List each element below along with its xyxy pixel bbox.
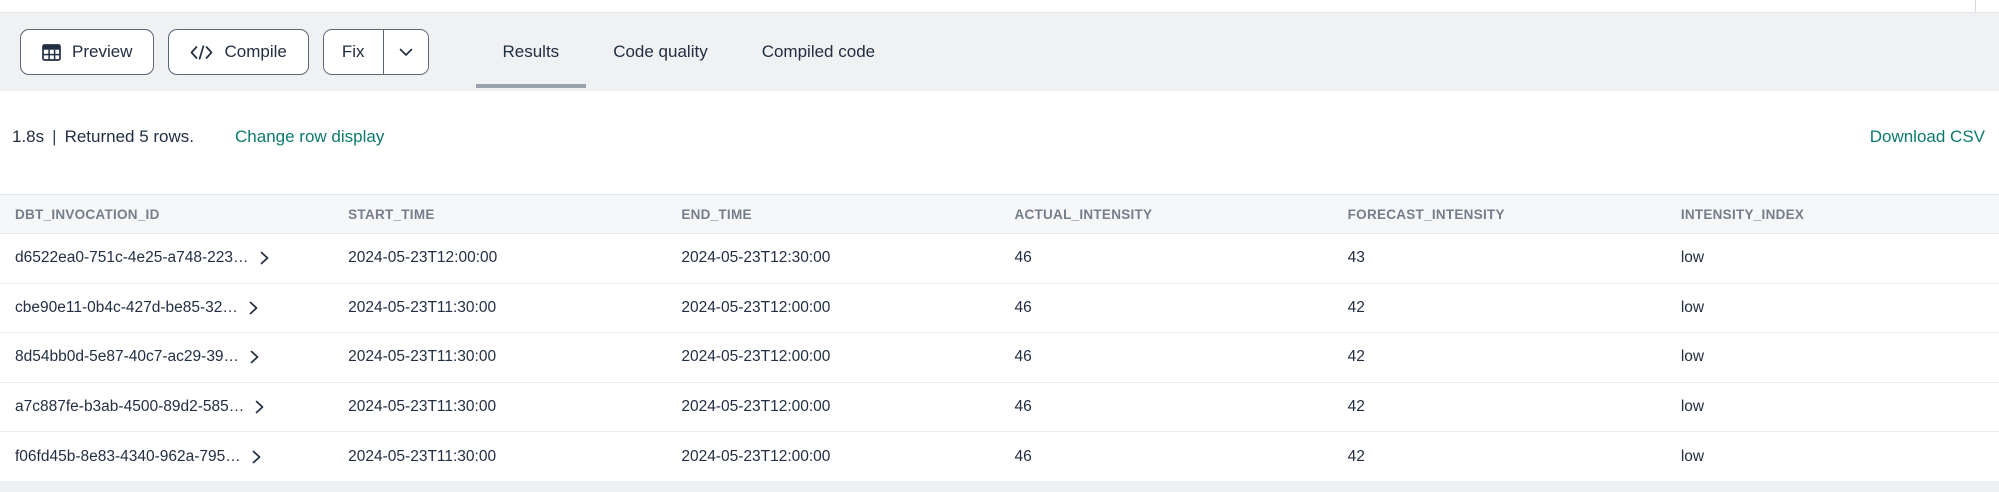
change-row-display-link[interactable]: Change row display bbox=[235, 127, 385, 146]
chevron-right-icon[interactable] bbox=[252, 450, 261, 464]
cell-actual-intensity: 46 bbox=[1014, 447, 1032, 465]
chevron-right-icon[interactable] bbox=[249, 301, 258, 315]
results-tab-bar: Results Code quality Compiled code bbox=[475, 13, 903, 91]
chevron-down-icon bbox=[399, 42, 413, 62]
fix-dropdown-button[interactable] bbox=[382, 30, 428, 74]
invocation-id-text: d6522ea0-751c-4e25-a748-223… bbox=[15, 249, 249, 267]
cell-intensity-index: low bbox=[1680, 348, 1705, 366]
cell-start-time: 2024-05-23T11:30:00 bbox=[348, 447, 497, 465]
results-table: DBT_INVOCATION_ID START_TIME END_TIME AC… bbox=[0, 194, 1999, 482]
table-icon bbox=[42, 43, 61, 61]
compile-button-label: Compile bbox=[224, 42, 287, 61]
cell-intensity-index: low bbox=[1680, 447, 1705, 465]
cell-dbt-invocation-id: cbe90e11-0b4c-427d-be85-32… bbox=[0, 299, 333, 317]
compile-button[interactable]: Compile bbox=[168, 29, 309, 75]
preview-button[interactable]: Preview bbox=[20, 29, 155, 75]
cell-forecast-intensity: 42 bbox=[1347, 348, 1365, 366]
column-header-intensity-index: INTENSITY_INDEX bbox=[1680, 206, 1805, 222]
table-header-row: DBT_INVOCATION_ID START_TIME END_TIME AC… bbox=[0, 194, 1999, 234]
results-meta-bar: 1.8s | Returned 5 rows. Change row displ… bbox=[0, 91, 1999, 193]
cell-dbt-invocation-id: f06fd45b-8e83-4340-962a-795… bbox=[0, 448, 333, 466]
tab-code-quality[interactable]: Code quality bbox=[613, 42, 708, 61]
cell-dbt-invocation-id: d6522ea0-751c-4e25-a748-223… bbox=[0, 249, 333, 267]
tab-results[interactable]: Results bbox=[475, 13, 587, 91]
cell-start-time: 2024-05-23T11:30:00 bbox=[348, 398, 497, 416]
cell-forecast-intensity: 42 bbox=[1347, 398, 1365, 416]
editor-toolbar: Preview Compile Fix bbox=[0, 13, 1999, 91]
cell-dbt-invocation-id: 8d54bb0d-5e87-40c7-ac29-39… bbox=[0, 348, 333, 366]
column-header-actual-intensity: ACTUAL_INTENSITY bbox=[1014, 206, 1153, 222]
query-duration: 1.8s bbox=[12, 127, 45, 146]
table-row: cbe90e11-0b4c-427d-be85-32… 2024-05-23T1… bbox=[0, 283, 1999, 334]
fix-button-label: Fix bbox=[341, 42, 365, 61]
cell-forecast-intensity: 42 bbox=[1347, 298, 1365, 316]
cell-end-time: 2024-05-23T12:00:00 bbox=[681, 447, 831, 465]
column-header-forecast-intensity: FORECAST_INTENSITY bbox=[1347, 206, 1505, 222]
invocation-id-text: f06fd45b-8e83-4340-962a-795… bbox=[15, 447, 241, 465]
invocation-id-text: cbe90e11-0b4c-427d-be85-32… bbox=[15, 298, 238, 316]
column-header-end-time: END_TIME bbox=[681, 206, 752, 222]
cell-intensity-index: low bbox=[1680, 249, 1705, 267]
cell-forecast-intensity: 42 bbox=[1347, 447, 1365, 465]
table-row: d6522ea0-751c-4e25-a748-223… 2024-05-23T… bbox=[0, 234, 1999, 284]
table-row: 8d54bb0d-5e87-40c7-ac29-39… 2024-05-23T1… bbox=[0, 333, 1999, 383]
cell-actual-intensity: 46 bbox=[1014, 398, 1032, 416]
download-csv-link[interactable]: Download CSV bbox=[1869, 127, 1985, 146]
invocation-id-text: 8d54bb0d-5e87-40c7-ac29-39… bbox=[15, 348, 240, 366]
fix-split-button: Fix bbox=[322, 29, 429, 75]
cell-end-time: 2024-05-23T12:00:00 bbox=[681, 398, 831, 416]
top-pane-edge bbox=[0, 0, 1999, 13]
chevron-right-icon[interactable] bbox=[255, 400, 264, 414]
preview-button-label: Preview bbox=[72, 42, 133, 61]
code-icon bbox=[190, 44, 213, 60]
results-summary: 1.8s | Returned 5 rows. Change row displ… bbox=[12, 127, 384, 147]
cell-end-time: 2024-05-23T12:30:00 bbox=[681, 249, 831, 267]
invocation-id-text: a7c887fe-b3ab-4500-89d2-585… bbox=[15, 398, 245, 416]
cell-intensity-index: low bbox=[1680, 398, 1705, 416]
table-row: f06fd45b-8e83-4340-962a-795… 2024-05-23T… bbox=[0, 432, 1999, 482]
cell-actual-intensity: 46 bbox=[1014, 348, 1032, 366]
cell-intensity-index: low bbox=[1680, 298, 1705, 316]
top-pane-divider bbox=[1975, 0, 1976, 12]
toolbar-button-group: Preview Compile Fix bbox=[20, 29, 429, 75]
cell-start-time: 2024-05-23T12:00:00 bbox=[348, 249, 498, 267]
cell-end-time: 2024-05-23T12:00:00 bbox=[681, 348, 831, 366]
cell-actual-intensity: 46 bbox=[1014, 249, 1032, 267]
column-header-dbt-invocation-id: DBT_INVOCATION_ID bbox=[15, 206, 160, 222]
separator: | bbox=[52, 127, 57, 146]
column-header-start-time: START_TIME bbox=[348, 206, 435, 222]
cell-end-time: 2024-05-23T12:00:00 bbox=[681, 298, 831, 316]
cell-start-time: 2024-05-23T11:30:00 bbox=[348, 298, 497, 316]
chevron-right-icon[interactable] bbox=[260, 251, 269, 265]
cell-start-time: 2024-05-23T11:30:00 bbox=[348, 348, 497, 366]
cell-actual-intensity: 46 bbox=[1014, 298, 1032, 316]
cell-dbt-invocation-id: a7c887fe-b3ab-4500-89d2-585… bbox=[0, 398, 333, 416]
cell-forecast-intensity: 43 bbox=[1347, 249, 1365, 267]
tab-compiled-code[interactable]: Compiled code bbox=[761, 42, 876, 61]
table-row: a7c887fe-b3ab-4500-89d2-585… 2024-05-23T… bbox=[0, 382, 1999, 433]
row-count-summary: Returned 5 rows. bbox=[64, 127, 195, 146]
fix-button[interactable]: Fix bbox=[323, 30, 383, 74]
panel-bottom-edge bbox=[0, 482, 1999, 492]
chevron-right-icon[interactable] bbox=[250, 350, 259, 364]
